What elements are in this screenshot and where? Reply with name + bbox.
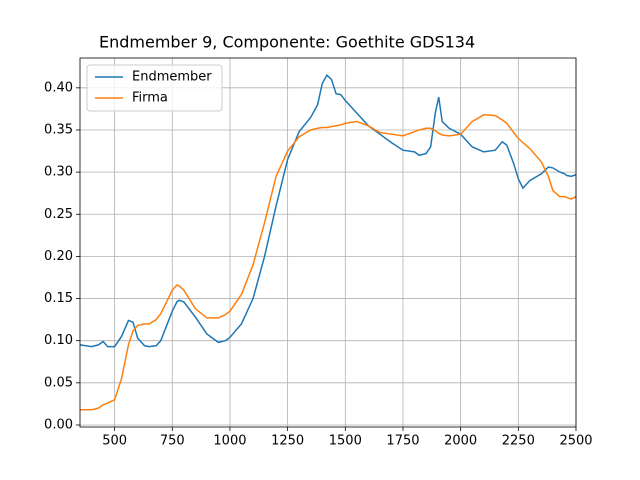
x-tick-label: 750 <box>160 434 185 449</box>
legend-label: Firma <box>132 91 168 106</box>
x-tick-label: 1750 <box>386 434 419 449</box>
x-tick-label: 500 <box>102 434 127 449</box>
x-tick-label: 2000 <box>444 434 477 449</box>
y-tick-label: 0.05 <box>44 375 73 390</box>
y-tick-label: 0.20 <box>44 249 73 264</box>
x-tick-label: 1500 <box>329 434 362 449</box>
y-tick-label: 0.35 <box>44 122 73 137</box>
y-tick-label: 0.15 <box>44 291 73 306</box>
plot-frame <box>79 57 577 428</box>
y-tick-label: 0.30 <box>44 165 73 180</box>
data-line <box>79 73 577 348</box>
chart-title: Endmember 9, Componente: Goethite GDS134 <box>99 33 475 52</box>
y-tick-label: 0.00 <box>44 417 73 432</box>
data-line <box>80 114 577 411</box>
legend-label: Endmember <box>132 70 212 85</box>
y-tick-label: 0.25 <box>44 207 73 222</box>
x-tick-label: 1000 <box>213 434 246 449</box>
y-tick-label: 0.10 <box>44 333 73 348</box>
x-tick-label: 2500 <box>559 434 592 449</box>
y-tick-label: 0.40 <box>44 80 73 95</box>
x-tick-label: 2250 <box>502 434 535 449</box>
x-tick-label: 1250 <box>271 434 304 449</box>
